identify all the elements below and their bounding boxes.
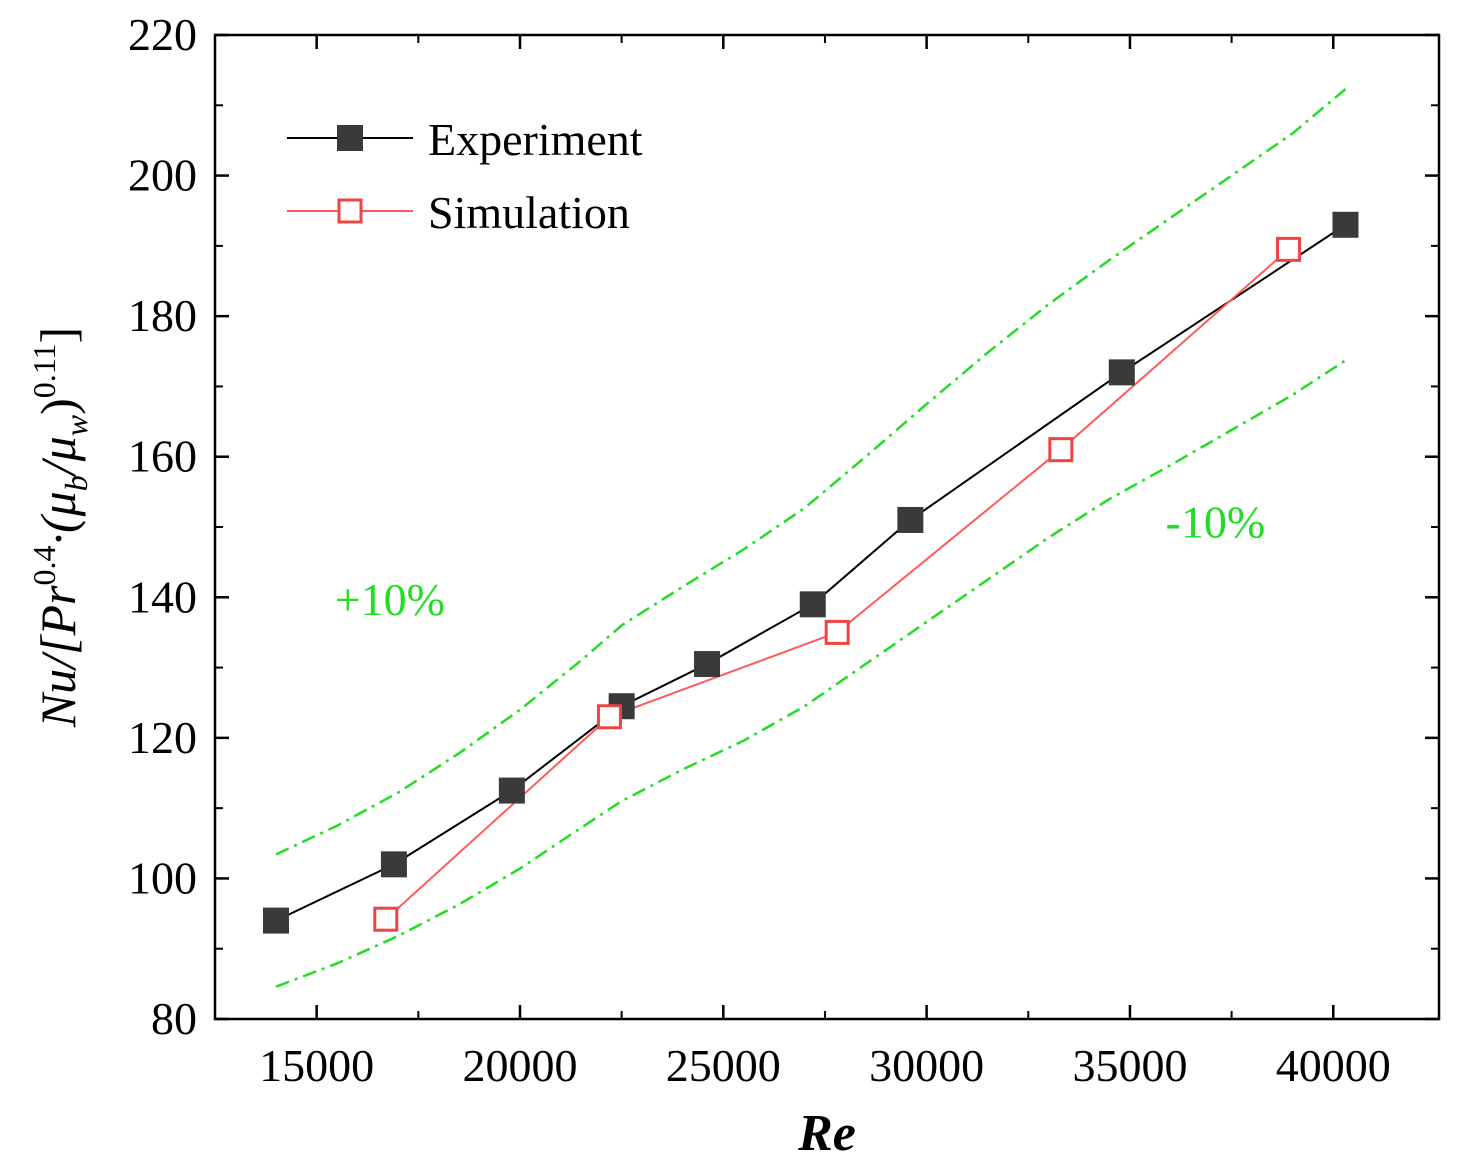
x-tick-label: 30000 (869, 1040, 984, 1091)
annotation-plus-10: +10% (335, 574, 445, 625)
point-experiment (1108, 359, 1135, 386)
x-tick-label: 40000 (1276, 1040, 1391, 1091)
y-tick-label: 140 (128, 571, 197, 622)
point-experiment (1332, 211, 1359, 238)
point-simulation (1048, 437, 1074, 463)
x-tick-label: 35000 (1072, 1040, 1187, 1091)
point-simulation (373, 906, 399, 932)
y-axis-title-exp1: 0.4 (26, 546, 62, 586)
y-axis-title-exp2: 0.11 (26, 343, 62, 398)
point-simulation (596, 704, 622, 730)
band-line-plus-10 (275, 88, 1347, 856)
legend-entry-experiment: Experiment (287, 114, 643, 165)
point-experiment (498, 777, 525, 804)
y-tick-label: 180 (128, 290, 197, 341)
annotation-minus-10: -10% (1166, 497, 1266, 548)
y-axis-title-end: ] (30, 327, 86, 344)
svg-text:Nu/[Pr0.4·(μb/μw)0.11]: Nu/[Pr0.4·(μb/μw)0.11] (26, 327, 94, 728)
x-tick-label: 15000 (259, 1040, 374, 1091)
point-experiment (799, 591, 826, 618)
y-axis-title-sub-w: w (58, 414, 94, 436)
y-tick-label: 80 (151, 993, 197, 1044)
data-series (262, 211, 1359, 934)
x-tick-label: 25000 (666, 1040, 781, 1091)
y-axis-title-close: ) (30, 398, 86, 415)
y-axis-title-slash: /μ (30, 436, 86, 478)
legend: Experiment Simulation (287, 114, 643, 238)
legend-entry-simulation: Simulation (287, 187, 630, 238)
legend-label-simulation: Simulation (428, 187, 630, 238)
x-tick-label: 20000 (462, 1040, 577, 1091)
legend-marker-simulation (337, 198, 363, 224)
y-tick-label: 220 (128, 9, 197, 60)
point-experiment (897, 506, 924, 533)
y-axis-title-sub-b: b (58, 475, 94, 491)
y-axis-title-mid: ·(μ (30, 491, 86, 545)
y-tick-label: 100 (128, 852, 197, 903)
y-tick-label: 120 (128, 712, 197, 763)
point-simulation (1276, 236, 1302, 262)
y-axis-title: Nu/[Pr0.4·(μb/μw)0.11] (26, 327, 94, 728)
y-tick-label: 160 (128, 431, 197, 482)
y-axis-title-prefix: Nu/[Pr (30, 585, 86, 728)
axis-ticks: 15000 20000 25000 30000 35000 40000 80 100 120 14… (128, 9, 1439, 1091)
legend-marker-experiment (337, 125, 363, 151)
annotations: +10% -10% (335, 497, 1265, 625)
point-experiment (380, 851, 407, 878)
point-simulation (824, 619, 850, 645)
point-experiment (694, 651, 721, 678)
point-experiment (262, 907, 289, 934)
legend-label-experiment: Experiment (428, 114, 643, 165)
tolerance-bands (275, 88, 1347, 988)
x-axis-title: Re (797, 1105, 856, 1162)
y-tick-label: 200 (128, 150, 197, 201)
